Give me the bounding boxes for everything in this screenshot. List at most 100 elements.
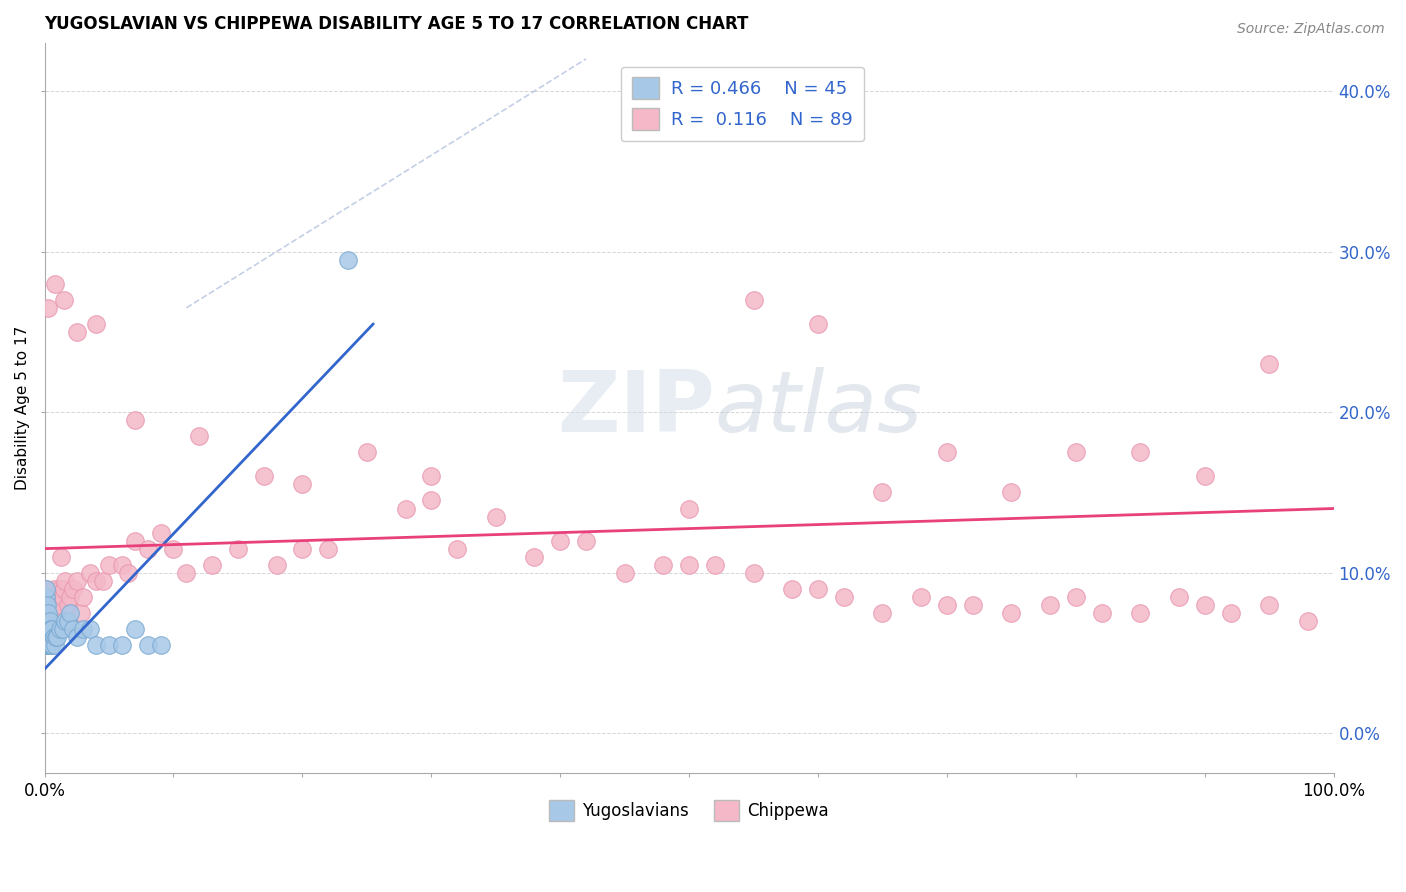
Point — [394, 501, 416, 516]
Point — [72, 622, 94, 636]
Point — [872, 606, 894, 620]
Point — [111, 638, 134, 652]
Point — [37, 614, 59, 628]
Point — [52, 622, 75, 636]
Point — [62, 582, 84, 596]
Point — [69, 606, 91, 620]
Point — [420, 493, 443, 508]
Point — [37, 622, 59, 636]
Point — [84, 574, 107, 588]
Point — [149, 638, 172, 652]
Point — [176, 566, 198, 580]
Point — [652, 558, 675, 572]
Point — [37, 301, 59, 315]
Point — [807, 317, 830, 331]
Point — [117, 566, 139, 580]
Point — [253, 469, 276, 483]
Point — [1091, 606, 1114, 620]
Point — [446, 541, 468, 556]
Point — [678, 558, 700, 572]
Point — [742, 566, 765, 580]
Y-axis label: Disability Age 5 to 17: Disability Age 5 to 17 — [15, 326, 30, 491]
Point — [38, 622, 60, 636]
Point — [52, 293, 75, 307]
Point — [37, 606, 59, 620]
Text: Source: ZipAtlas.com: Source: ZipAtlas.com — [1237, 22, 1385, 37]
Point — [66, 630, 89, 644]
Point — [52, 590, 75, 604]
Point — [162, 541, 184, 556]
Point — [45, 630, 67, 644]
Point — [962, 598, 984, 612]
Point — [523, 549, 546, 564]
Point — [66, 574, 89, 588]
Point — [188, 429, 211, 443]
Point — [84, 638, 107, 652]
Point — [1219, 606, 1241, 620]
Point — [84, 317, 107, 331]
Text: ZIP: ZIP — [557, 367, 714, 450]
Point — [37, 630, 59, 644]
Point — [44, 590, 66, 604]
Point — [38, 638, 60, 652]
Point — [1296, 614, 1319, 628]
Point — [37, 590, 59, 604]
Point — [575, 533, 598, 548]
Point — [1194, 469, 1216, 483]
Point — [336, 252, 359, 267]
Point — [703, 558, 725, 572]
Point — [1064, 590, 1087, 604]
Point — [37, 638, 59, 652]
Point — [37, 606, 59, 620]
Point — [910, 590, 932, 604]
Point — [548, 533, 571, 548]
Point — [44, 638, 66, 652]
Point — [49, 622, 72, 636]
Point — [832, 590, 855, 604]
Point — [807, 582, 830, 596]
Point — [37, 606, 59, 620]
Point — [59, 590, 82, 604]
Point — [37, 614, 59, 628]
Point — [98, 638, 121, 652]
Point — [420, 469, 443, 483]
Point — [136, 541, 159, 556]
Point — [38, 614, 60, 628]
Point — [45, 606, 67, 620]
Point — [79, 622, 101, 636]
Point — [41, 638, 63, 652]
Point — [46, 598, 69, 612]
Point — [1168, 590, 1191, 604]
Point — [1194, 598, 1216, 612]
Point — [35, 630, 58, 644]
Point — [72, 590, 94, 604]
Point — [46, 630, 69, 644]
Point — [53, 614, 76, 628]
Point — [935, 598, 957, 612]
Point — [62, 622, 84, 636]
Point — [111, 558, 134, 572]
Point — [35, 622, 58, 636]
Point — [44, 277, 66, 291]
Point — [149, 525, 172, 540]
Text: atlas: atlas — [714, 367, 922, 450]
Point — [124, 533, 146, 548]
Point — [91, 574, 114, 588]
Point — [52, 582, 75, 596]
Point — [226, 541, 249, 556]
Point — [780, 582, 803, 596]
Point — [201, 558, 224, 572]
Point — [1258, 598, 1281, 612]
Point — [1129, 445, 1152, 459]
Point — [56, 598, 79, 612]
Point — [98, 558, 121, 572]
Point — [35, 582, 58, 596]
Point — [35, 614, 58, 628]
Point — [42, 582, 65, 596]
Point — [37, 622, 59, 636]
Point — [124, 413, 146, 427]
Text: YUGOSLAVIAN VS CHIPPEWA DISABILITY AGE 5 TO 17 CORRELATION CHART: YUGOSLAVIAN VS CHIPPEWA DISABILITY AGE 5… — [45, 15, 749, 33]
Point — [42, 630, 65, 644]
Point — [1039, 598, 1062, 612]
Point — [35, 598, 58, 612]
